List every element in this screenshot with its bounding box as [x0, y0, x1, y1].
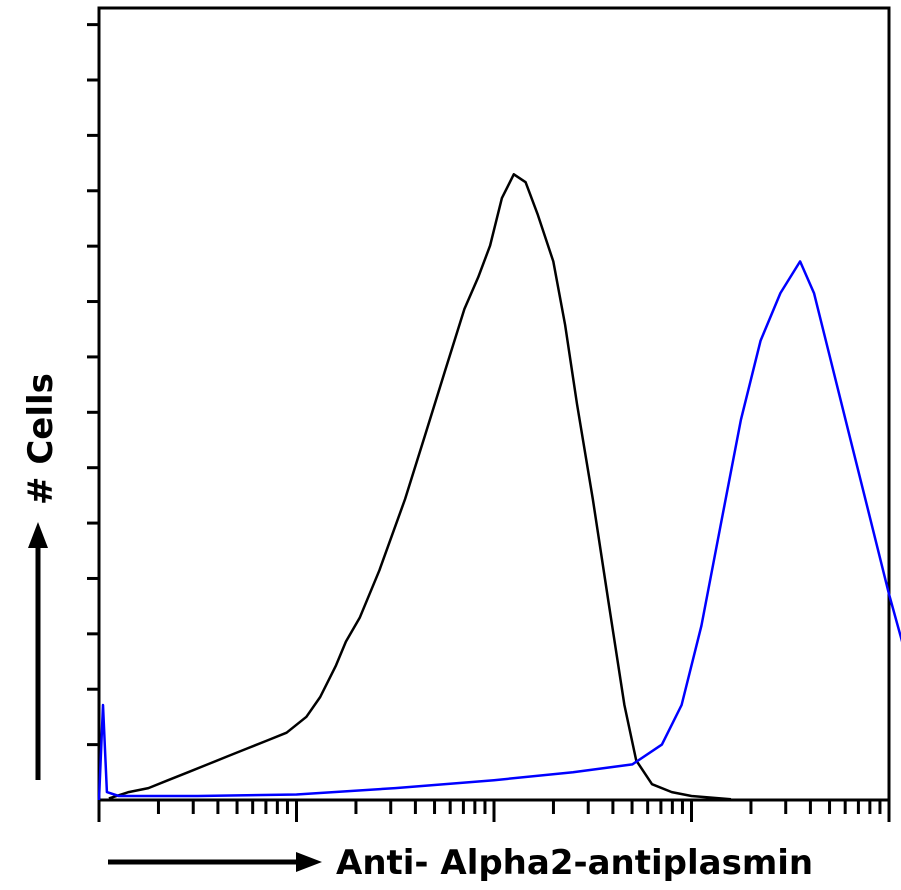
series-layer: [97, 173, 901, 801]
series-line-2: [97, 260, 901, 801]
y-axis-label: # Cells: [21, 373, 61, 505]
y-axis-ticks: [87, 23, 99, 747]
series-line-1: [108, 173, 732, 801]
y-axis-arrow-head: [28, 522, 48, 548]
x-axis-ticks: [97, 800, 891, 822]
x-axis-label: Anti- Alpha2-antiplasmin: [336, 843, 813, 883]
plot-frame: [97, 6, 891, 802]
x-axis-arrow-head: [296, 852, 322, 872]
